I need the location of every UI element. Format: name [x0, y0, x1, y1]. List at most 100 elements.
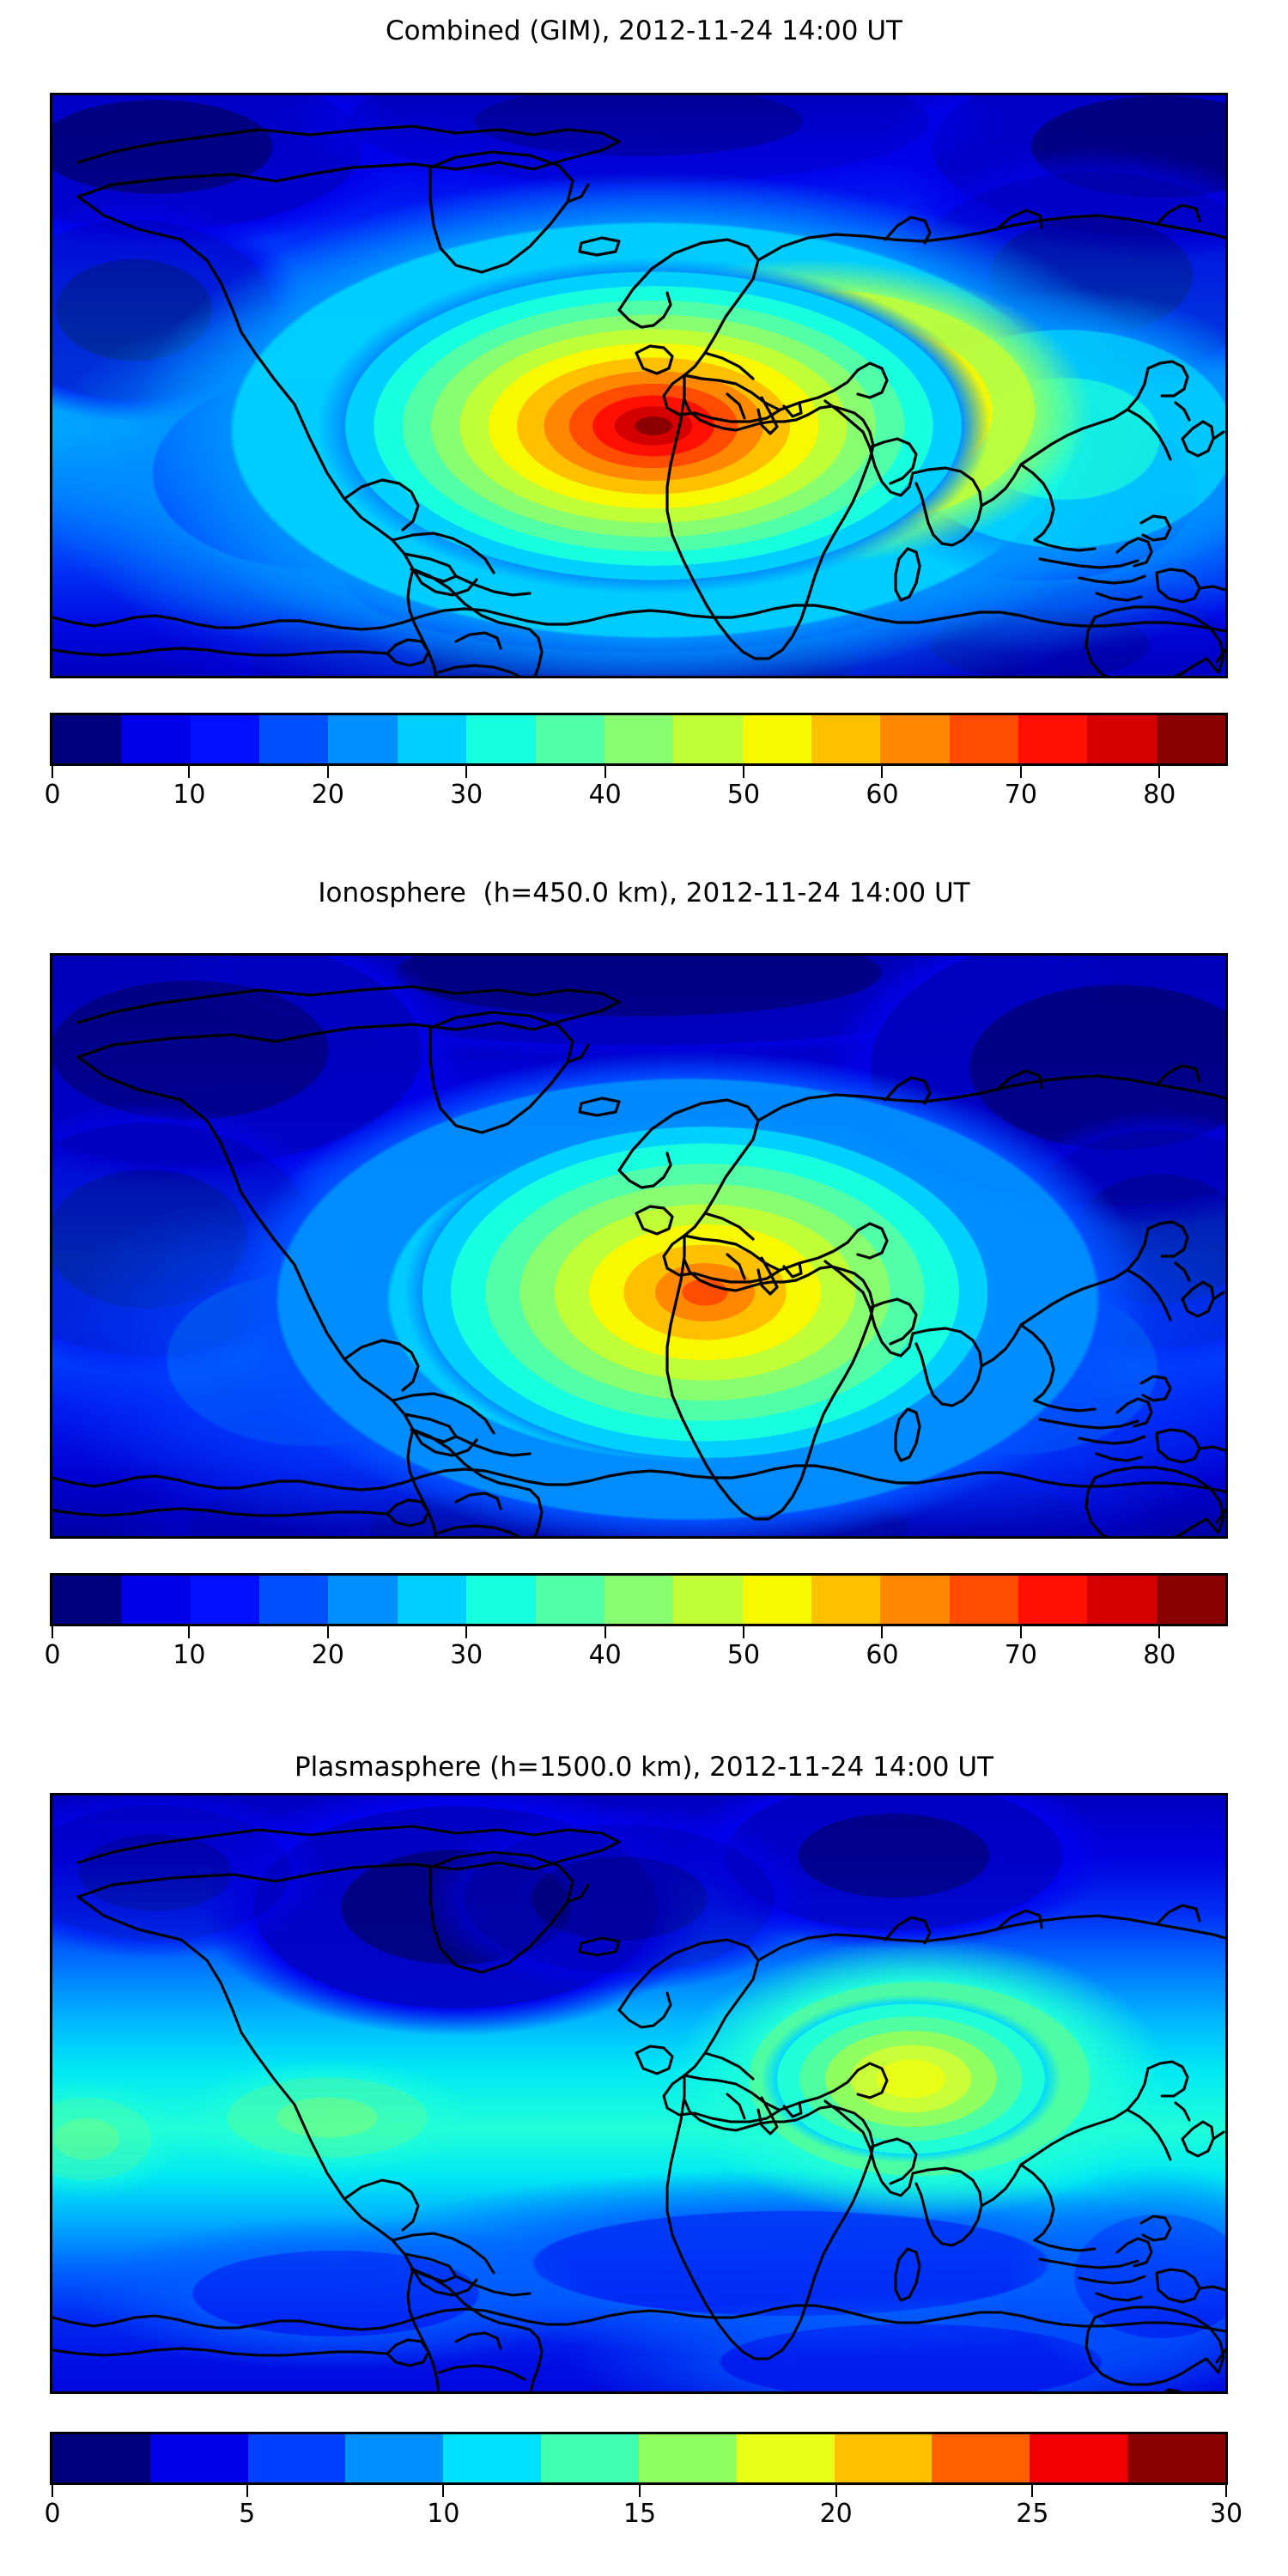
colorbar-ticks-3: [50, 2485, 1228, 2499]
colorbar-band: [466, 715, 536, 763]
colorbar-tick: [246, 2485, 248, 2497]
colorbar-tick-label: 0: [44, 2499, 61, 2529]
colorbar-tick: [1019, 1626, 1022, 1638]
colorbar-tick-label: 70: [1004, 1640, 1037, 1670]
colorbar-tick-label: 50: [726, 1640, 761, 1670]
map-combined-gim: [50, 93, 1228, 678]
colorbar-tick-label: 60: [866, 780, 899, 810]
colorbar-band: [466, 1576, 536, 1624]
colorbar-labels-2: 0 10 20 30 40 50 60 70 80: [44, 1640, 1228, 1674]
colorbar-tick: [465, 766, 468, 778]
colorbar-band: [811, 1576, 881, 1624]
panel-combined-gim: Combined (GIM), 2012-11-24 14:00 UT: [0, 0, 1288, 859]
map-ionosphere: [50, 953, 1228, 1539]
colorbar-band: [834, 2434, 933, 2482]
colorbar-band: [604, 1576, 674, 1624]
colorbar-tick-label: 20: [311, 1640, 344, 1670]
colorbar-tick: [1225, 2485, 1227, 2497]
colorbar-band: [1087, 1576, 1157, 1624]
colorbar-tick: [604, 766, 606, 778]
colorbar-tick: [442, 2485, 445, 2497]
colorbar-tick-label: 80: [1143, 780, 1176, 810]
colorbar-band: [443, 2434, 542, 2482]
colorbar-tick-label: 30: [450, 780, 483, 810]
colorbar-tick: [604, 1626, 606, 1638]
panel-title-combined-gim: Combined (GIM), 2012-11-24 14:00 UT: [386, 15, 902, 46]
colorbar-ionosphere: 0 10 20 30 40 50 60 70 80: [44, 1573, 1228, 1674]
colorbar-band: [880, 1576, 950, 1624]
colorbar-band: [1127, 2434, 1225, 2482]
colorbar-tick-label: 70: [1004, 780, 1037, 810]
colorbar-band: [535, 1576, 605, 1624]
colorbar-tick-label: 30: [1209, 2499, 1243, 2529]
colorbar-band: [247, 2434, 346, 2482]
panel-title-ionosphere: Ionosphere (h=450.0 km), 2012-11-24 14:0…: [318, 878, 970, 908]
colorbar-tick-label: 20: [311, 780, 344, 810]
colorbar-band: [1018, 1576, 1088, 1624]
colorbar-tick: [881, 766, 884, 778]
colorbar-ticks-2: [50, 1626, 1228, 1640]
map-svg-ionosphere: [52, 956, 1225, 1536]
colorbar-band: [190, 715, 260, 763]
colorbar-band: [673, 1576, 743, 1624]
colorbar-tick: [52, 766, 53, 778]
map-svg-combined-gim: [52, 95, 1225, 676]
colorbar-tick: [188, 1626, 191, 1638]
colorbar-gradient-1: [50, 713, 1228, 766]
colorbar-labels-1: 0 10 20 30 40 50 60 70 80: [44, 780, 1228, 814]
colorbar-tick-label: 10: [173, 780, 206, 810]
colorbar-tick-label: 10: [427, 2499, 460, 2529]
colorbar-band: [52, 2434, 150, 2482]
colorbar-band: [541, 2434, 639, 2482]
colorbar-band: [1018, 715, 1088, 763]
colorbar-band: [328, 1576, 398, 1624]
colorbar-tick: [1158, 1626, 1161, 1638]
colorbar-gradient-2: [50, 1573, 1228, 1626]
colorbar-plasmasphere: 0 5 10 15 20 25 30: [44, 2432, 1242, 2533]
colorbar-tick-label: 5: [239, 2499, 256, 2529]
colorbar-tick: [326, 766, 329, 778]
colorbar-band: [742, 715, 811, 763]
colorbar-tick: [188, 766, 191, 778]
colorbar-band: [345, 2434, 444, 2482]
colorbar-tick-label: 20: [819, 2499, 853, 2529]
colorbar-tick: [1031, 2485, 1034, 2497]
colorbar-band: [190, 1576, 260, 1624]
colorbar-band: [742, 1576, 811, 1624]
colorbar-ticks-1: [50, 766, 1228, 780]
colorbar-tick: [1019, 766, 1022, 778]
colorbar-band: [638, 2434, 737, 2482]
colorbar-tick-label: 60: [866, 1640, 899, 1670]
panel-title-plasmasphere: Plasmasphere (h=1500.0 km), 2012-11-24 1…: [294, 1752, 993, 1783]
colorbar-band: [535, 715, 605, 763]
colorbar-band: [259, 1576, 329, 1624]
colorbar-band: [1030, 2434, 1128, 2482]
map-plasmasphere: [50, 1793, 1228, 2394]
colorbar-tick: [639, 2485, 641, 2497]
colorbar-tick: [52, 1626, 53, 1638]
colorbar-band: [949, 715, 1019, 763]
map-svg-plasmasphere: [52, 1795, 1225, 2391]
colorbar-tick-label: 50: [726, 780, 761, 810]
colorbar-tick-label: 40: [588, 780, 622, 810]
colorbar-tick: [835, 2485, 837, 2497]
colorbar-tick: [743, 766, 744, 778]
colorbar-band: [949, 1576, 1019, 1624]
colorbar-tick-label: 30: [450, 1640, 483, 1670]
colorbar-labels-3: 0 5 10 15 20 25 30: [44, 2499, 1242, 2533]
panel-plasmasphere: Plasmasphere (h=1500.0 km), 2012-11-24 1…: [0, 1717, 1288, 2576]
colorbar-band: [397, 1576, 467, 1624]
colorbar-band: [811, 715, 881, 763]
colorbar-tick-label: 40: [588, 1640, 622, 1670]
colorbar-combined-gim: 0 10 20 30 40 50 60 70 80: [44, 713, 1228, 814]
colorbar-band: [328, 715, 398, 763]
panel-ionosphere: Ionosphere (h=450.0 km), 2012-11-24 14:0…: [0, 859, 1288, 1717]
colorbar-tick: [326, 1626, 329, 1638]
colorbar-tick: [52, 2485, 53, 2497]
colorbar-band: [1156, 715, 1225, 763]
colorbar-band: [1087, 715, 1157, 763]
colorbar-gradient-3: [50, 2432, 1228, 2485]
colorbar-band: [673, 715, 743, 763]
colorbar-tick-label: 80: [1143, 1640, 1176, 1670]
